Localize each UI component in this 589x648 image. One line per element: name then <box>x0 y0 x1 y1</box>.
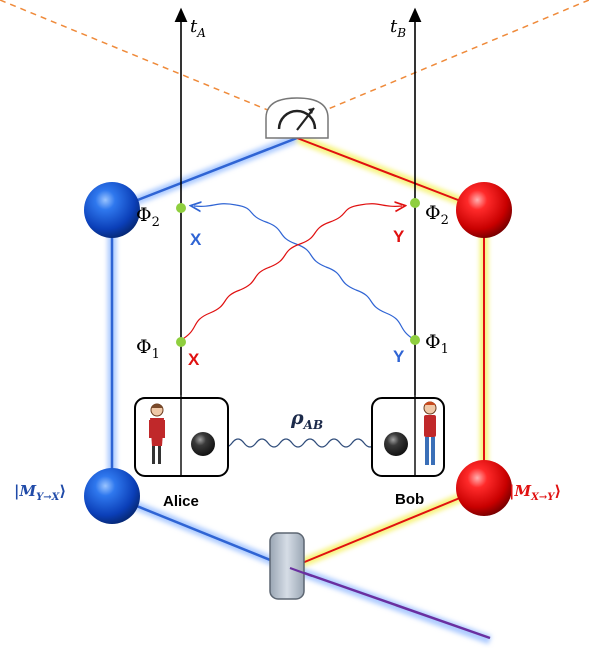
alice-lab-box <box>134 397 229 477</box>
event-points <box>176 198 420 347</box>
bob-event-1 <box>410 335 420 345</box>
alice-time-label: tA <box>190 16 206 40</box>
alice-event-1 <box>176 337 186 347</box>
bob-event-2 <box>410 198 420 208</box>
bob-phi1-label: Φ1 <box>425 331 449 357</box>
alice-particle <box>191 432 215 456</box>
alice-phi1-label: Φ1 <box>136 336 160 362</box>
red-sphere-upper <box>456 182 512 238</box>
red-signal <box>180 204 402 341</box>
bob-time-label: tB <box>390 16 406 40</box>
blue-signal <box>194 204 416 341</box>
alice-name: Alice <box>163 493 199 510</box>
bob-lab-box <box>371 397 445 477</box>
woman-figure-icon <box>149 403 165 464</box>
left-memory-label: |MY→X⟩ <box>14 482 66 503</box>
bob-particle <box>384 432 408 456</box>
bob-lower-setting: Y <box>393 347 405 366</box>
right-memory-label: |MX→Y⟩ <box>509 482 561 503</box>
blue-sphere-upper <box>84 182 140 238</box>
alice-event-2 <box>176 203 186 213</box>
bob-name: Bob <box>395 491 424 508</box>
bob-upper-setting: Y <box>393 227 405 246</box>
blue-sphere-lower <box>84 468 140 524</box>
beam-splitter <box>269 532 305 600</box>
alice-upper-setting: X <box>190 230 202 249</box>
bob-phi2-label: Φ2 <box>425 202 449 228</box>
alice-phi2-label: Φ2 <box>136 204 160 230</box>
man-figure-icon <box>423 401 437 465</box>
orange-dashed-lines <box>0 0 589 123</box>
state-label: ρAB <box>290 407 323 432</box>
red-sphere-lower <box>456 460 512 516</box>
entangled-state-wave <box>207 438 377 448</box>
meter-icon <box>265 97 329 139</box>
alice-lower-setting: X <box>188 350 200 369</box>
